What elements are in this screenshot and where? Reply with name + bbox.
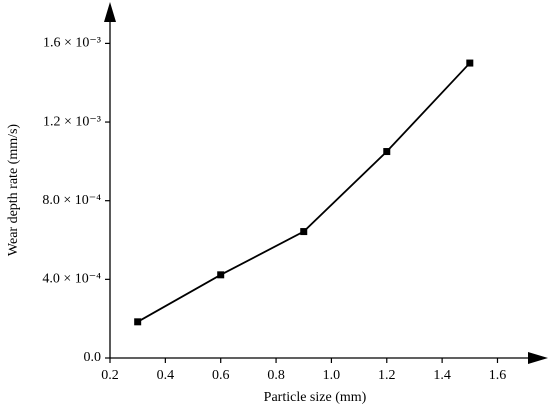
y-tick-label: 0.0 <box>84 350 102 365</box>
point-marker <box>134 318 142 326</box>
x-tick-label: 0.6 <box>212 368 230 383</box>
point-marker <box>383 148 391 156</box>
y-tick-label: 1.6 × 10⁻³ <box>43 36 101 51</box>
y-tick-label: 8.0 × 10⁻⁴ <box>42 193 101 208</box>
y-axis-label: Wear depth rate (mm/s) <box>6 124 21 257</box>
y-axis-arrow <box>104 2 116 22</box>
y-tick-label: 4.0 × 10⁻⁴ <box>42 272 101 287</box>
x-tick-label: 1.2 <box>378 368 396 383</box>
x-tick-label: 0.4 <box>157 368 175 383</box>
x-tick-label: 1.4 <box>433 368 451 383</box>
x-tick-label: 1.0 <box>323 368 341 383</box>
point-marker <box>300 228 308 236</box>
x-tick-label: 0.8 <box>267 368 285 383</box>
point-marker <box>217 271 225 279</box>
x-tick-label: 1.6 <box>489 368 507 383</box>
x-tick-label: 0.2 <box>101 368 119 383</box>
x-axis-label: Particle size (mm) <box>264 390 367 405</box>
series-line <box>137 62 471 323</box>
point-marker <box>466 59 474 67</box>
y-tick-label: 1.2 × 10⁻³ <box>43 114 101 129</box>
x-axis-arrow <box>528 352 548 364</box>
